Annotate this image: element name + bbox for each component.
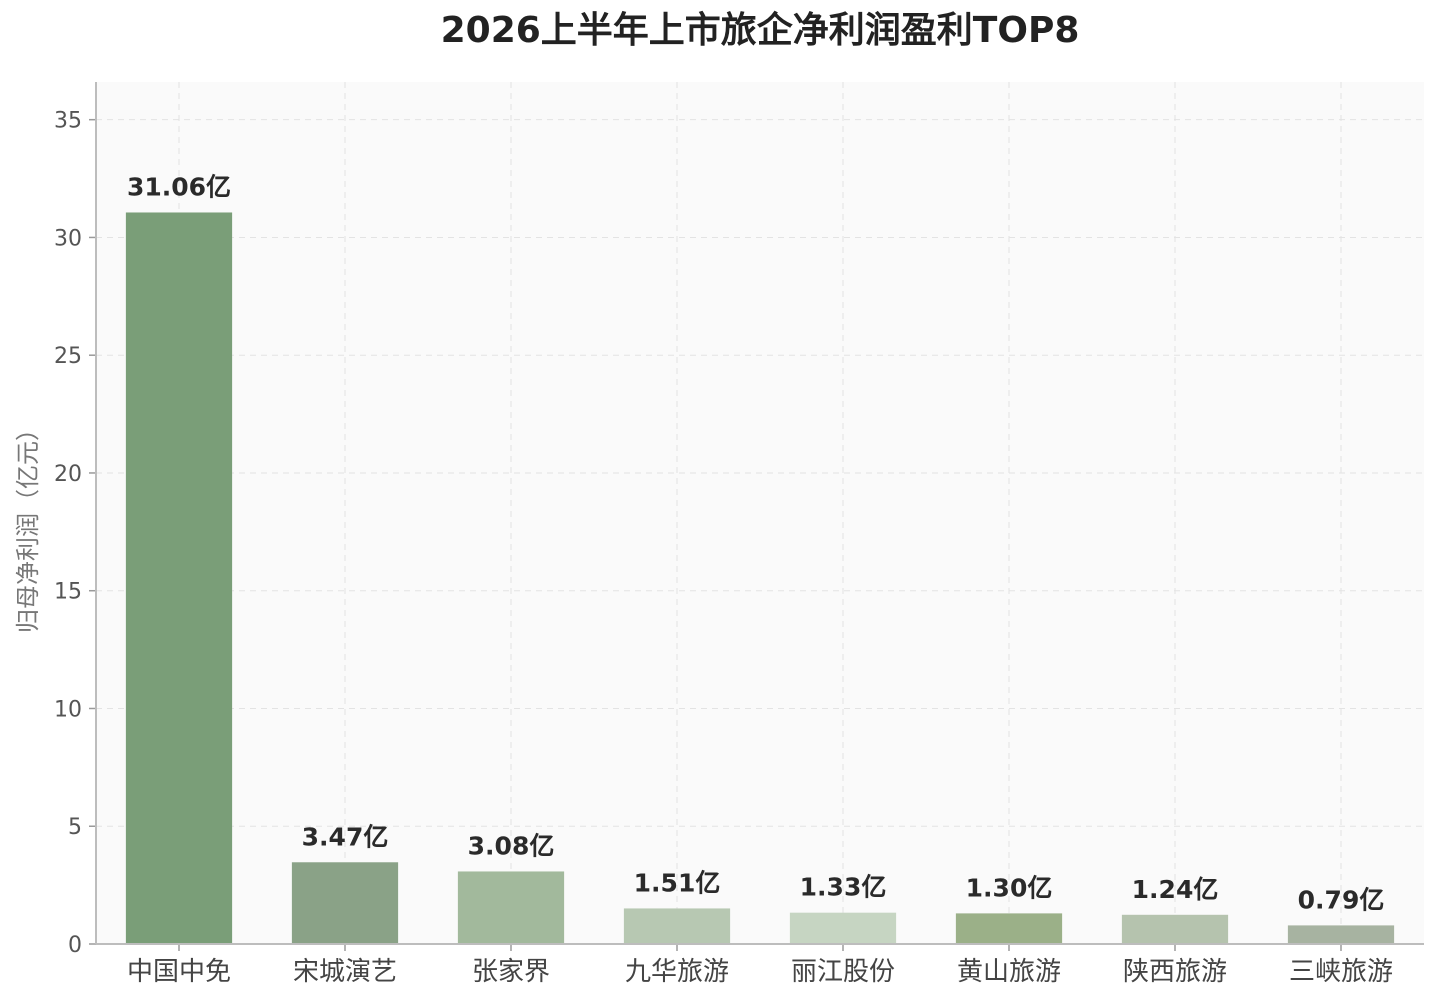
y-tick-label: 30 — [54, 226, 82, 251]
y-tick-label: 5 — [68, 815, 82, 840]
y-tick-label: 35 — [54, 109, 82, 134]
bar-value-label: 1.51亿 — [634, 868, 721, 897]
y-axis-label: 归母净利润（亿元） — [14, 417, 42, 633]
x-category-label: 中国中免 — [127, 957, 231, 987]
x-category-label: 丽江股份 — [791, 957, 895, 987]
bar-value-label: 1.33亿 — [800, 873, 887, 902]
chart-title: 2026上半年上市旅企净利润盈利TOP8 — [441, 9, 1080, 51]
bar — [1287, 925, 1395, 944]
bar — [457, 871, 565, 944]
y-tick-label: 15 — [54, 580, 82, 605]
y-tick-label: 0 — [68, 933, 82, 958]
plot-background — [96, 82, 1424, 944]
bar-value-label: 1.24亿 — [1132, 875, 1219, 904]
bar-value-label: 3.47亿 — [302, 822, 389, 851]
bar-value-label: 3.08亿 — [468, 831, 555, 860]
bar-value-label: 1.30亿 — [966, 873, 1053, 902]
y-tick-label: 25 — [54, 344, 82, 369]
y-tick-label: 10 — [54, 697, 82, 722]
bar — [955, 913, 1063, 944]
bar — [623, 908, 731, 944]
bar — [789, 912, 897, 944]
x-category-label: 九华旅游 — [625, 957, 729, 987]
bar-value-label: 0.79亿 — [1298, 885, 1385, 914]
bar — [125, 212, 233, 944]
x-category-label: 宋城演艺 — [293, 957, 397, 987]
y-tick-label: 20 — [54, 462, 82, 487]
x-category-label: 张家界 — [472, 957, 550, 987]
x-category-label: 陕西旅游 — [1123, 957, 1227, 987]
bar-value-label: 31.06亿 — [127, 172, 231, 201]
bar — [291, 862, 399, 944]
bar — [1121, 914, 1229, 944]
x-category-label: 黄山旅游 — [957, 957, 1061, 987]
x-category-label: 三峡旅游 — [1289, 957, 1393, 987]
